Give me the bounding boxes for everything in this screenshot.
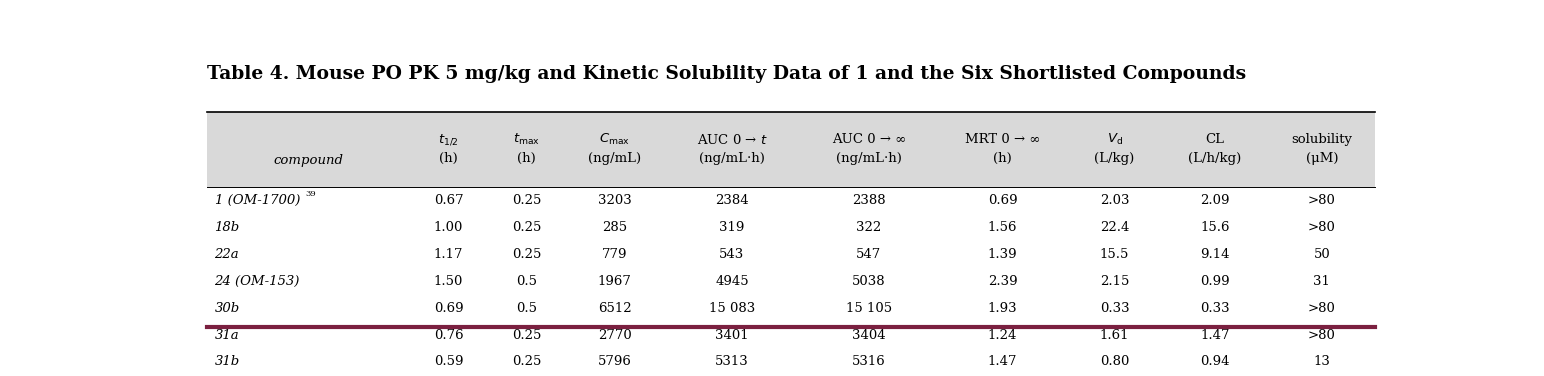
Text: (ng/mL): (ng/mL) [588,152,641,165]
Text: 2384: 2384 [715,194,749,207]
Text: 22a: 22a [215,248,239,261]
Text: 2.15: 2.15 [1099,275,1129,288]
Text: 285: 285 [602,221,627,234]
Text: MRT 0 → ∞: MRT 0 → ∞ [965,133,1041,146]
Text: 0.33: 0.33 [1099,302,1129,315]
Text: 6512: 6512 [598,302,631,315]
Text: 0.94: 0.94 [1200,355,1229,368]
Text: 5313: 5313 [715,355,749,368]
Text: 2.03: 2.03 [1099,194,1129,207]
Text: 0.25: 0.25 [513,221,542,234]
Text: compound: compound [273,154,343,167]
Text: 3203: 3203 [598,194,631,207]
Text: 0.25: 0.25 [513,329,542,341]
Text: (h): (h) [993,152,1011,165]
Text: 0.59: 0.59 [434,355,463,368]
Text: 9.14: 9.14 [1200,248,1229,261]
Text: (ng/mL·h): (ng/mL·h) [835,152,902,165]
Text: (ng/mL·h): (ng/mL·h) [699,152,764,165]
Text: 1.93: 1.93 [988,302,1017,315]
Text: 1.17: 1.17 [434,248,463,261]
Text: $C_{\mathrm{max}}$: $C_{\mathrm{max}}$ [599,132,630,147]
Text: 1.50: 1.50 [434,275,463,288]
Text: 0.76: 0.76 [434,329,463,341]
Text: 0.25: 0.25 [513,194,542,207]
Text: 5796: 5796 [598,355,631,368]
Text: 0.69: 0.69 [434,302,463,315]
Text: 15 105: 15 105 [846,302,892,315]
Text: 1.61: 1.61 [1099,329,1129,341]
Text: 31b: 31b [215,355,239,368]
Text: (L/h/kg): (L/h/kg) [1189,152,1241,165]
Text: 2.09: 2.09 [1200,194,1229,207]
Text: 3401: 3401 [715,329,749,341]
Text: 1.24: 1.24 [988,329,1017,341]
Text: 50: 50 [1314,248,1331,261]
Text: 13: 13 [1314,355,1331,368]
Text: 0.25: 0.25 [513,355,542,368]
Text: CL: CL [1206,133,1224,146]
Text: >80: >80 [1308,194,1336,207]
Text: 0.99: 0.99 [1200,275,1229,288]
Text: 1 (OM-1700): 1 (OM-1700) [215,194,300,207]
Text: (h): (h) [517,152,536,165]
Text: 5316: 5316 [852,355,886,368]
Text: 15 083: 15 083 [709,302,755,315]
Text: (h): (h) [438,152,459,165]
Text: 0.67: 0.67 [434,194,463,207]
Text: 39: 39 [306,190,317,198]
Text: 1.39: 1.39 [988,248,1017,261]
Text: 1.00: 1.00 [434,221,463,234]
Text: 1.47: 1.47 [988,355,1017,368]
Text: 0.33: 0.33 [1200,302,1229,315]
Text: (L/kg): (L/kg) [1095,152,1135,165]
Text: 30b: 30b [215,302,239,315]
Text: 2388: 2388 [852,194,886,207]
Text: 779: 779 [602,248,627,261]
Text: (μM): (μM) [1306,152,1339,165]
Text: 0.5: 0.5 [516,302,537,315]
Text: $V_{\mathrm{d}}$: $V_{\mathrm{d}}$ [1107,132,1122,147]
Text: 3404: 3404 [852,329,886,341]
Text: 1967: 1967 [598,275,631,288]
Text: 1.56: 1.56 [988,221,1017,234]
Text: $t_{1/2}$: $t_{1/2}$ [438,133,459,147]
Text: 0.69: 0.69 [988,194,1017,207]
Text: 2.39: 2.39 [988,275,1017,288]
Text: 319: 319 [720,221,744,234]
Text: >80: >80 [1308,329,1336,341]
Text: 547: 547 [857,248,882,261]
Text: 31: 31 [1314,275,1331,288]
Text: 22.4: 22.4 [1099,221,1129,234]
Text: 0.5: 0.5 [516,275,537,288]
Text: 4945: 4945 [715,275,749,288]
Text: 0.80: 0.80 [1099,355,1129,368]
Text: 15.6: 15.6 [1200,221,1229,234]
Text: 0.25: 0.25 [513,248,542,261]
Text: AUC 0 → $t$: AUC 0 → $t$ [696,133,767,147]
Text: Table 4. Mouse PO PK 5 mg/kg and Kinetic Solubility Data of 1 and the Six Shortl: Table 4. Mouse PO PK 5 mg/kg and Kinetic… [207,65,1246,83]
Text: 15.5: 15.5 [1099,248,1129,261]
Text: 1.47: 1.47 [1200,329,1229,341]
Text: solubility: solubility [1291,133,1353,146]
Text: $t_{\mathrm{max}}$: $t_{\mathrm{max}}$ [513,132,540,147]
Text: 24 (OM-153): 24 (OM-153) [215,275,300,288]
Text: 322: 322 [857,221,882,234]
Text: 5038: 5038 [852,275,886,288]
Text: >80: >80 [1308,302,1336,315]
Bar [207,112,1376,187]
Text: 18b: 18b [215,221,239,234]
Text: >80: >80 [1308,221,1336,234]
Text: 2770: 2770 [598,329,631,341]
Text: AUC 0 → ∞: AUC 0 → ∞ [832,133,906,146]
Text: 31a: 31a [215,329,239,341]
Text: 543: 543 [720,248,744,261]
